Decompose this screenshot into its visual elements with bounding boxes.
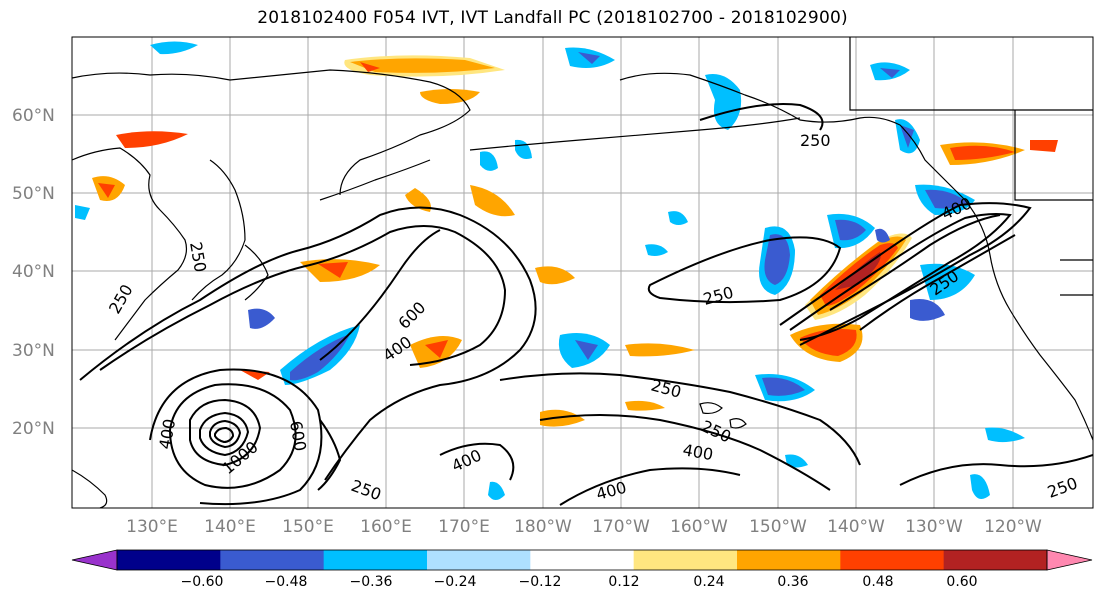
- colorbar-tick-label: −0.12: [519, 574, 562, 590]
- colorbar-tick-label: 0.36: [777, 574, 808, 590]
- latitude-labels: 60°N 50°N 40°N 30°N 20°N: [12, 106, 55, 439]
- lat-label: 20°N: [12, 419, 55, 439]
- lon-label: 150°W: [749, 517, 807, 537]
- colorbar-segment: [633, 550, 738, 570]
- colorbar-segment: [117, 550, 221, 570]
- lon-label: 140°W: [827, 517, 885, 537]
- colorbar-tick-label: −0.48: [265, 574, 308, 590]
- lon-label: 170°W: [592, 517, 650, 537]
- colorbar-extend-low: [71, 549, 118, 571]
- contour-label: 250: [800, 131, 831, 150]
- lon-label: 130°E: [126, 517, 178, 537]
- colorbar-tick-label: −0.24: [434, 574, 477, 590]
- lat-label: 30°N: [12, 341, 55, 361]
- lat-label: 60°N: [12, 106, 55, 126]
- colorbar-extend-high: [1046, 549, 1093, 571]
- negative-anomaly-fills: [75, 41, 1025, 500]
- lon-label: 130°W: [905, 517, 963, 537]
- positive-anomaly-fills: [92, 55, 1058, 427]
- map-frame: [71, 36, 1094, 509]
- map-title: 2018102400 F054 IVT, IVT Landfall PC (20…: [257, 8, 848, 28]
- colorbar-tick-label: −0.60: [181, 574, 224, 590]
- lon-label: 150°E: [282, 517, 334, 537]
- colorbar-segment: [840, 550, 945, 570]
- colorbar: [71, 549, 1093, 571]
- colorbar-tick-label: 0.24: [693, 574, 724, 590]
- lon-label: 180°W: [514, 517, 572, 537]
- lat-label: 50°N: [12, 184, 55, 204]
- colorbar-tick-labels: −0.60 −0.48 −0.36 −0.24 −0.12 0.12 0.24 …: [181, 574, 978, 590]
- colorbar-tick-label: 0.48: [862, 574, 893, 590]
- lon-label: 160°W: [670, 517, 728, 537]
- lon-label: 170°E: [438, 517, 490, 537]
- colorbar-segment: [530, 550, 635, 570]
- lon-label: 120°W: [984, 517, 1042, 537]
- colorbar-border: [116, 549, 1048, 571]
- colorbar-segment: [323, 550, 428, 570]
- lat-label: 40°N: [12, 262, 55, 282]
- lon-label: 160°E: [360, 517, 412, 537]
- colorbar-segment: [427, 550, 531, 570]
- lon-label: 140°E: [204, 517, 256, 537]
- colorbar-tick-label: 0.60: [946, 574, 977, 590]
- colorbar-tick-label: −0.36: [350, 574, 393, 590]
- longitude-labels: 130°E 140°E 150°E 160°E 170°E 180°W 170°…: [126, 517, 1042, 537]
- coastlines: [72, 37, 1093, 508]
- colorbar-segment: [943, 550, 1048, 570]
- colorbar-segment: [737, 550, 841, 570]
- colorbar-tick-label: 0.12: [608, 574, 639, 590]
- ivt-contours: [79, 103, 1093, 506]
- colorbar-segment: [220, 550, 325, 570]
